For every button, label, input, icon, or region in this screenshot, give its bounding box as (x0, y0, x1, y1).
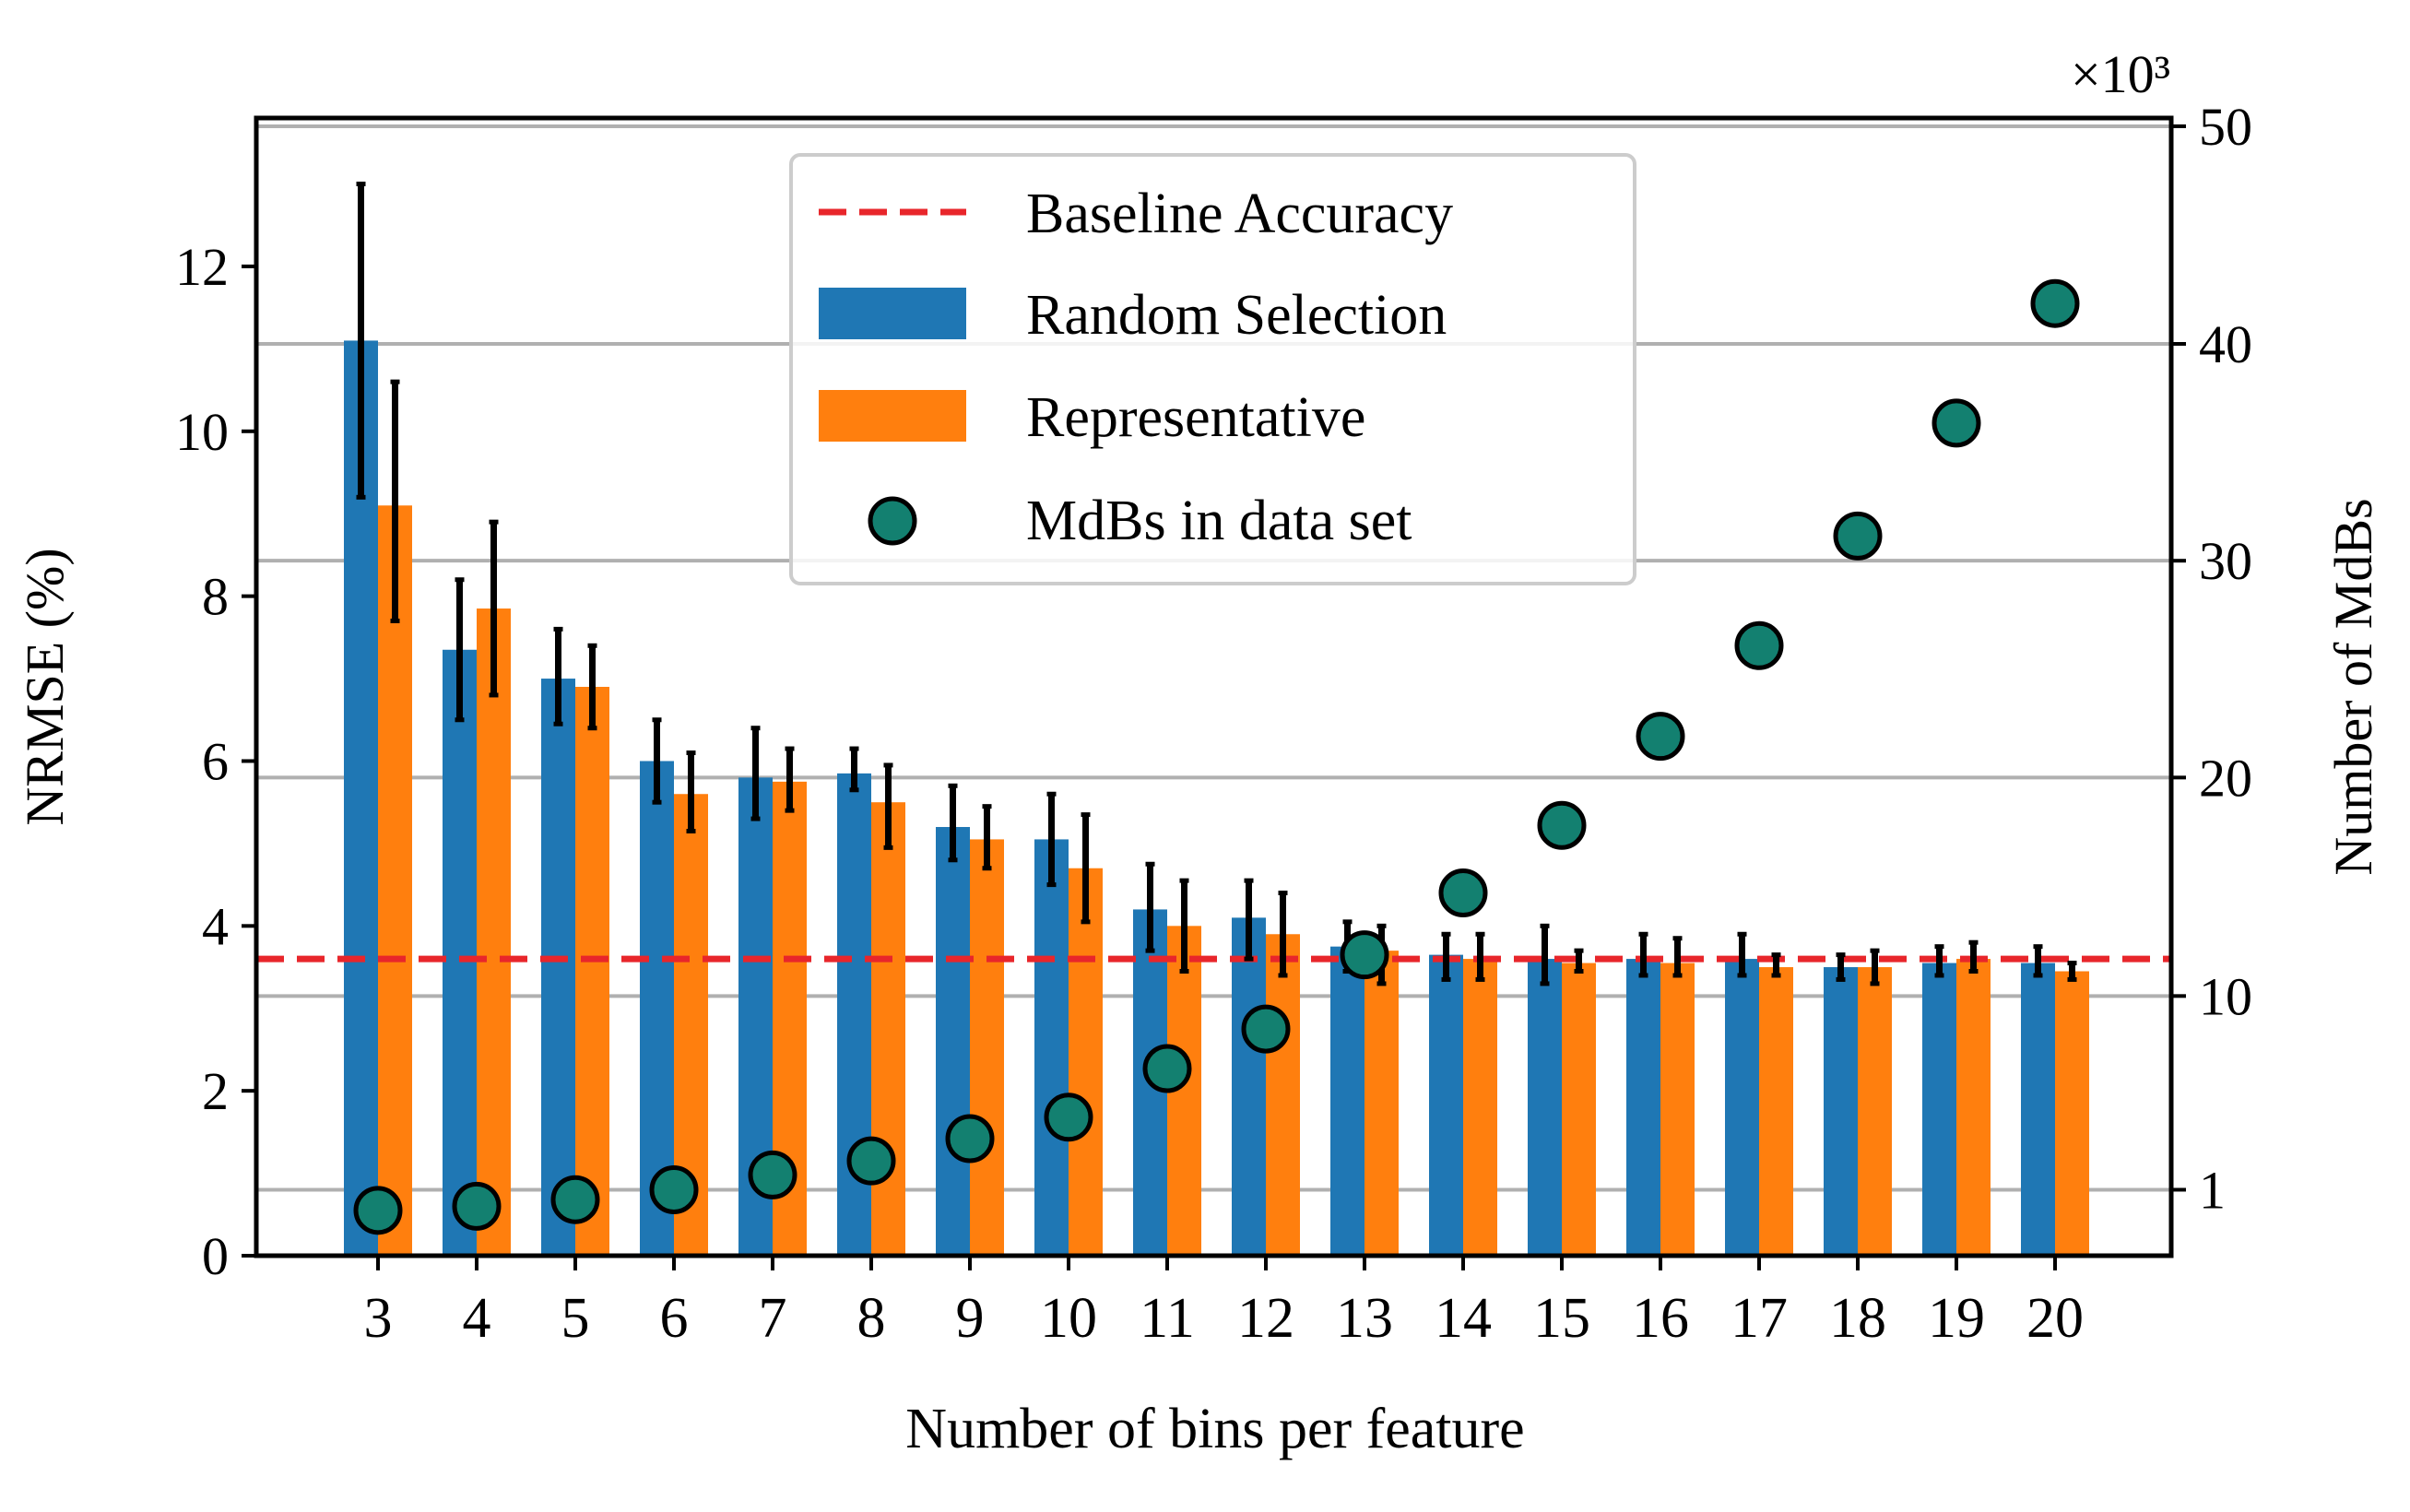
mdbs-point-6 (649, 1164, 699, 1214)
x-tick-label: 11 (1140, 1287, 1195, 1350)
mdbs-point-8 (846, 1136, 896, 1186)
random-bar-10 (1034, 839, 1069, 1256)
legend-mdbs-swatch (868, 496, 917, 546)
representative-bar-4 (477, 608, 511, 1256)
mdbs-point-20 (2030, 278, 2080, 328)
x-axis-label: Number of bins per feature (905, 1398, 1524, 1460)
mdbs-point-11 (1142, 1044, 1192, 1093)
random-bar-9 (936, 827, 970, 1256)
x-tick-label: 3 (364, 1287, 393, 1350)
mdbs-point-9 (945, 1114, 995, 1164)
error-bars (356, 182, 2077, 986)
legend-baseline-label: Baseline Accuracy (1026, 183, 1453, 245)
y-tick-label: 4 (202, 896, 229, 956)
mdbs-point-13 (1340, 930, 1389, 980)
representative-bar-5 (575, 687, 609, 1256)
x-tick-label: 20 (2026, 1287, 2084, 1350)
representative-bar-10 (1069, 868, 1103, 1256)
x-tick-label: 10 (1040, 1287, 1097, 1350)
y2-tick-label: 30 (2199, 531, 2252, 591)
x-tick-label: 9 (956, 1287, 985, 1350)
legend-representative-label: Representative (1026, 386, 1365, 449)
legend: Baseline Accuracy Random Selection Repre… (789, 153, 1636, 585)
x-tick-label: 14 (1435, 1287, 1492, 1350)
x-tick-label: 12 (1237, 1287, 1294, 1350)
y-axis-label: NRMSE (%) (15, 548, 75, 825)
representative-bar-17 (1759, 967, 1793, 1256)
random-bar-15 (1528, 959, 1562, 1256)
representative-bar-13 (1364, 951, 1399, 1256)
x-tick-label: 4 (463, 1287, 491, 1350)
legend-random-label: Random Selection (1026, 284, 1447, 347)
representative-bar-9 (970, 839, 1004, 1256)
random-bar-12 (1232, 917, 1266, 1256)
y-tick-label: 0 (202, 1226, 229, 1286)
mdbs-point-19 (1932, 398, 1981, 448)
y-tick-label: 2 (202, 1061, 229, 1121)
random-bar-4 (443, 649, 477, 1256)
y2-axis-label: Number of MdBs (2323, 498, 2383, 875)
x-tick-label: 6 (660, 1287, 689, 1350)
scatter-points (353, 278, 2080, 1235)
y2-tick-label: 50 (2199, 97, 2252, 157)
mdbs-point-17 (1734, 620, 1784, 670)
y2-tick-label: 40 (2199, 314, 2252, 374)
representative-bar-15 (1562, 963, 1596, 1256)
mdbs-point-3 (353, 1186, 403, 1235)
legend-random-swatch (819, 288, 966, 339)
y-tick-label: 12 (175, 237, 229, 297)
random-bar-19 (1922, 963, 1956, 1256)
y-tick-label: 6 (202, 731, 229, 791)
representative-bar-19 (1956, 959, 1991, 1256)
y2-multiplier-label: ×10³ (2071, 44, 2170, 104)
representative-bar-16 (1660, 963, 1695, 1256)
representative-bar-20 (2055, 971, 2089, 1256)
x-tick-label: 18 (1829, 1287, 1886, 1350)
mdbs-point-4 (452, 1181, 502, 1231)
random-bar-13 (1330, 946, 1364, 1256)
x-tick-label: 7 (759, 1287, 787, 1350)
random-bar-14 (1429, 954, 1463, 1256)
x-tick-label: 8 (857, 1287, 886, 1350)
legend-mdbs-label: MdBs in data set (1026, 490, 1412, 552)
mdbs-point-5 (550, 1175, 600, 1224)
x-tick-label: 15 (1533, 1287, 1590, 1350)
x-tick-label: 19 (1928, 1287, 1985, 1350)
x-tick-label: 13 (1336, 1287, 1393, 1350)
y2-tick-label: 10 (2199, 966, 2252, 1026)
random-bar-16 (1626, 959, 1660, 1256)
mdbs-point-15 (1537, 800, 1587, 850)
x-tick-label: 17 (1731, 1287, 1788, 1350)
x-tick-label: 5 (561, 1287, 590, 1350)
random-bar-20 (2021, 963, 2055, 1256)
axes: 0 2 4 6 8 10 12 1 10 20 30 40 50 3 4 5 6 7 8 9 10 11 12 13 14 15 1… (175, 97, 2252, 1350)
x-tick-label: 16 (1632, 1287, 1689, 1350)
representative-bar-18 (1858, 967, 1892, 1256)
mdbs-point-18 (1833, 511, 1883, 561)
random-bar-18 (1824, 967, 1858, 1256)
y-tick-label: 8 (202, 567, 229, 627)
representative-bar-12 (1266, 934, 1300, 1256)
random-bar-17 (1725, 959, 1759, 1256)
representative-bar-3 (378, 505, 412, 1256)
representative-bar-8 (871, 802, 905, 1256)
mdbs-point-12 (1241, 1004, 1291, 1054)
y2-tick-label: 1 (2199, 1160, 2226, 1220)
representative-bar-14 (1463, 959, 1497, 1256)
plot-frame (254, 115, 2174, 1258)
mdbs-point-14 (1438, 868, 1488, 918)
random-bar-5 (541, 679, 575, 1256)
mdbs-point-7 (748, 1150, 797, 1199)
legend-representative-swatch (819, 390, 966, 442)
mdbs-point-10 (1044, 1093, 1093, 1142)
y-tick-label: 10 (175, 402, 229, 462)
y2-tick-label: 20 (2199, 748, 2252, 808)
mdbs-point-16 (1636, 712, 1685, 762)
legend-frame (789, 153, 1636, 585)
